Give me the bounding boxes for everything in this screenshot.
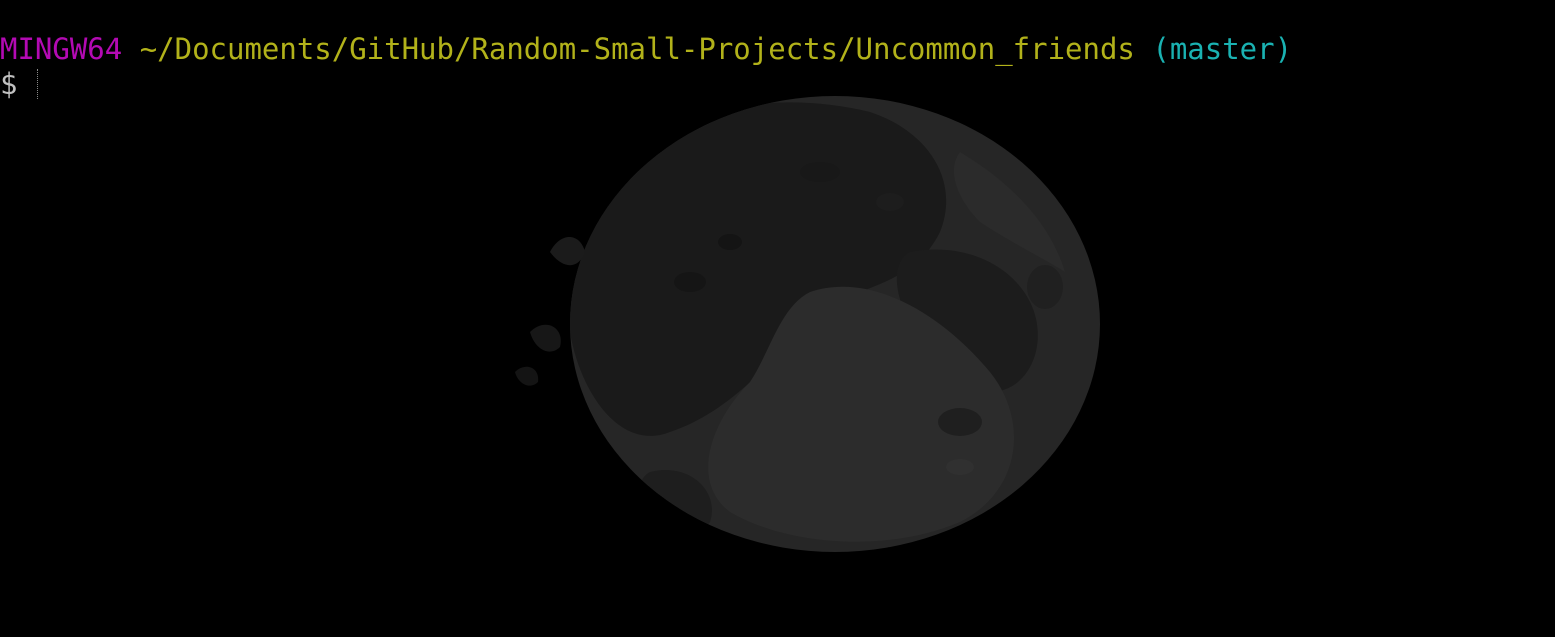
prompt-symbol: $ [0, 67, 18, 101]
moon-icon [515, 96, 1100, 552]
git-branch: (master) [1152, 32, 1293, 66]
host-label: MINGW64 [0, 32, 123, 66]
text-cursor[interactable] [37, 69, 40, 99]
current-path: ~/Documents/GitHub/Random-Small-Projects… [139, 32, 1135, 66]
prompt-header-line: MINGW64 ~/Documents/GitHub/Random-Small-… [0, 32, 1292, 66]
command-line[interactable]: $ [0, 67, 40, 101]
